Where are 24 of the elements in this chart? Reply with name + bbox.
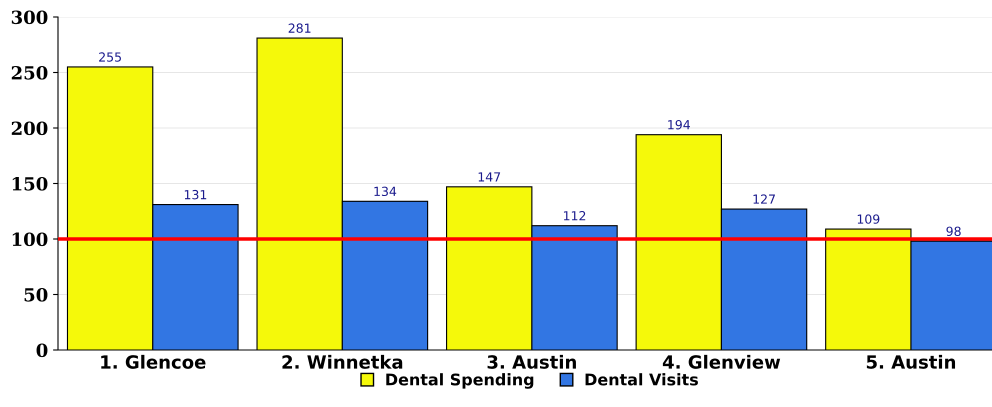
data-label: 134	[374, 186, 396, 196]
data-label: 127	[754, 194, 775, 204]
y-tick-label: 250	[12, 66, 48, 80]
y-tick-label: 200	[12, 121, 48, 136]
y-tick-label: 100	[12, 232, 48, 246]
data-label: 281	[288, 23, 310, 33]
legend-label: Dental Visits	[586, 373, 698, 386]
data-label: 131	[184, 190, 206, 200]
x-tick-label: 2. Winnetka	[282, 354, 402, 369]
y-tick-label: 50	[24, 288, 48, 302]
x-tick-label: 1. Glencoe	[101, 354, 206, 369]
y-tick-label: 300	[12, 10, 48, 24]
legend-label: Dental Spending	[386, 373, 534, 389]
x-tick-label: 4. Glenview	[662, 354, 780, 369]
data-label: 112	[564, 211, 586, 220]
data-label: 109	[858, 214, 880, 224]
x-tick-label: 5. Austin	[866, 354, 956, 369]
y-tick-label: 150	[12, 176, 48, 191]
data-label: 194	[668, 120, 690, 130]
data-label: 255	[99, 52, 121, 62]
y-tick-label: 0	[36, 343, 48, 358]
data-label: 147	[478, 172, 500, 182]
data-label: 98	[946, 226, 961, 236]
x-tick-label: 3. Austin	[488, 354, 576, 369]
